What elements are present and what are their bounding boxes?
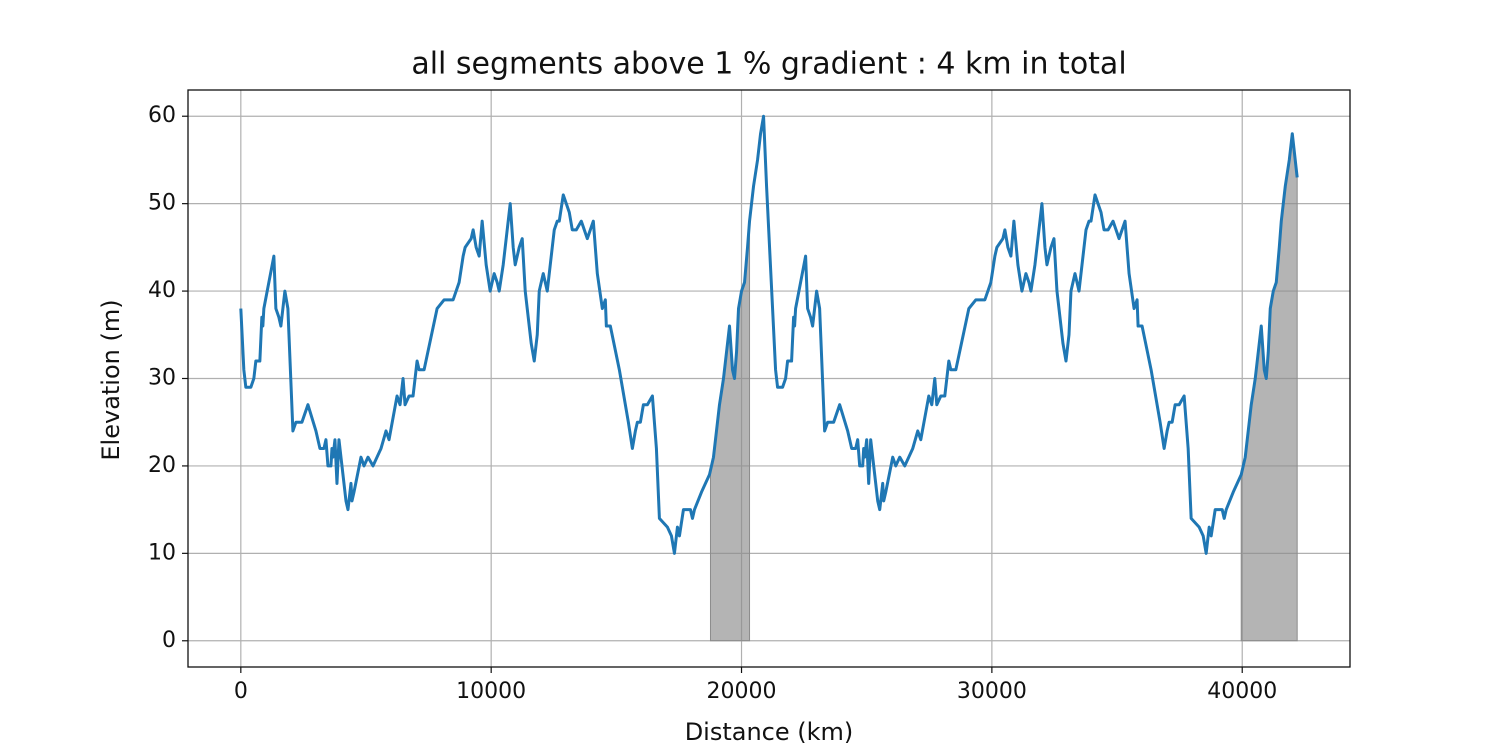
plot-frame — [187, 89, 1351, 668]
x-tick-label: 0 — [234, 679, 248, 704]
y-tick-label: 10 — [148, 540, 176, 565]
x-tick-label: 40000 — [1207, 679, 1277, 704]
y-tick-label: 0 — [162, 628, 176, 653]
elevation-line — [239, 114, 1299, 555]
y-tick-label: 30 — [148, 366, 176, 391]
y-tick-label: 60 — [148, 103, 176, 128]
y-tick-label: 20 — [148, 453, 176, 478]
x-tick-label: 20000 — [707, 679, 777, 704]
x-tick-label: 10000 — [456, 679, 526, 704]
y-tick-label: 50 — [148, 191, 176, 216]
y-axis-label: Elevation (m) — [97, 299, 125, 460]
y-tick-label: 40 — [148, 278, 176, 303]
shaded-segment — [1240, 133, 1298, 642]
chart-title: all segments above 1 % gradient : 4 km i… — [411, 47, 1126, 82]
x-tick-label: 30000 — [957, 679, 1027, 704]
x-axis-label: Distance (km) — [685, 718, 854, 746]
